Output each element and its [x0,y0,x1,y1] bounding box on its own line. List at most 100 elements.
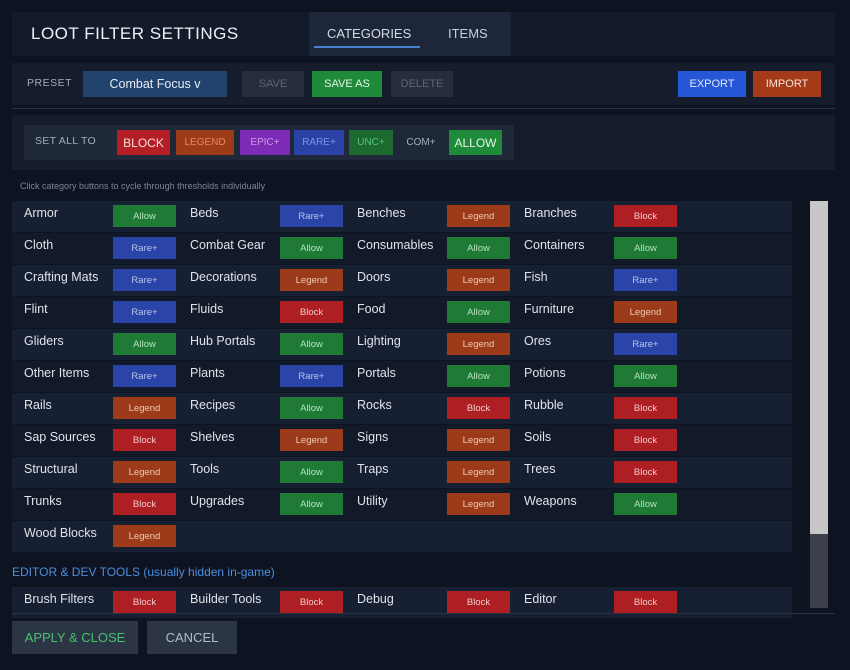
table-row: Flint Rare+ Fluids Block Food Allow Furniture L… [12,297,792,328]
category-threshold-rails[interactable]: Legend [113,397,176,419]
table-row: Trunks Block Upgrades Allow Utility Legend Wea… [12,489,792,520]
preset-dropdown[interactable]: Combat Focus v [83,71,227,97]
set-all-label: SET ALL TO [35,135,96,147]
category-label-sap-sources: Sap Sources [24,430,96,444]
category-threshold-ores[interactable]: Rare+ [614,333,677,355]
page-title: LOOT FILTER SETTINGS [31,24,239,43]
category-label-rails: Rails [24,398,52,412]
category-label-ores: Ores [524,334,552,348]
category-threshold-furniture[interactable]: Legend [614,301,677,323]
category-threshold-food[interactable]: Allow [447,301,510,323]
category-label-doors: Doors [357,270,391,284]
category-label-soils: Soils [524,430,552,444]
category-label-combat-gear: Combat Gear [190,238,266,252]
category-threshold-fish[interactable]: Rare+ [614,269,677,291]
table-row: Other Items Rare+ Plants Rare+ Portals Allow P… [12,361,792,392]
category-threshold-lighting[interactable]: Legend [447,333,510,355]
category-threshold-cloth[interactable]: Rare+ [113,237,176,259]
category-threshold-crafting-mats[interactable]: Rare+ [113,269,176,291]
category-threshold-portals[interactable]: Allow [447,365,510,387]
category-label-containers: Containers [524,238,585,252]
category-label-rocks: Rocks [357,398,392,412]
scrollbar-track[interactable] [810,201,828,608]
tab-categories[interactable]: CATEGORIES [327,26,412,41]
tab-items[interactable]: ITEMS [448,26,488,41]
category-label-armor: Armor [24,206,59,220]
category-threshold-weapons[interactable]: Allow [614,493,677,515]
category-threshold-trees[interactable]: Block [614,461,677,483]
divider [12,108,835,109]
category-threshold-soils[interactable]: Block [614,429,677,451]
category-label-builder-tools: Builder Tools [190,592,262,606]
category-threshold-containers[interactable]: Allow [614,237,677,259]
preset-bar: PRESET Combat Focus v SAVE SAVE AS DELET… [12,63,835,105]
category-label-consumables: Consumables [357,238,434,252]
dev-section-title: EDITOR & DEV TOOLS (usually hidden in-ga… [12,565,275,579]
table-row: Armor Allow Beds Rare+ Benches Legend Branches… [12,201,792,232]
save-button[interactable]: SAVE [242,71,304,97]
set-all-rare-button[interactable]: RARE+ [294,130,344,155]
category-threshold-decorations[interactable]: Legend [280,269,343,291]
category-threshold-other-items[interactable]: Rare+ [113,365,176,387]
category-label-fish: Fish [524,270,548,284]
category-label-furniture: Furniture [524,302,575,316]
category-threshold-sap-sources[interactable]: Block [113,429,176,451]
export-button[interactable]: EXPORT [678,71,746,97]
category-threshold-flint[interactable]: Rare+ [113,301,176,323]
category-threshold-doors[interactable]: Legend [447,269,510,291]
import-button[interactable]: IMPORT [753,71,821,97]
category-label-structural: Structural [24,462,78,476]
category-threshold-rocks[interactable]: Block [447,397,510,419]
set-all-allow-button[interactable]: ALLOW [449,130,502,155]
category-label-crafting-mats: Crafting Mats [24,270,99,284]
category-threshold-structural[interactable]: Legend [113,461,176,483]
set-all-block-button[interactable]: BLOCK [117,130,170,155]
category-threshold-trunks[interactable]: Block [113,493,176,515]
category-label-trunks: Trunks [24,494,62,508]
category-threshold-traps[interactable]: Legend [447,461,510,483]
category-threshold-editor[interactable]: Block [614,591,677,613]
category-threshold-combat-gear[interactable]: Allow [280,237,343,259]
set-all-panel: SET ALL TO BLOCK LEGEND EPIC+ RARE+ UNC+… [12,115,835,170]
category-threshold-consumables[interactable]: Allow [447,237,510,259]
category-threshold-fluids[interactable]: Block [280,301,343,323]
category-threshold-hub-portals[interactable]: Allow [280,333,343,355]
delete-button[interactable]: DELETE [391,71,453,97]
category-threshold-benches[interactable]: Legend [447,205,510,227]
category-threshold-rubble[interactable]: Block [614,397,677,419]
category-threshold-brush-filters[interactable]: Block [113,591,176,613]
category-threshold-potions[interactable]: Allow [614,365,677,387]
cancel-button[interactable]: CANCEL [147,621,237,654]
category-threshold-shelves[interactable]: Legend [280,429,343,451]
category-threshold-debug[interactable]: Block [447,591,510,613]
table-row: Cloth Rare+ Combat Gear Allow Consumables All… [12,233,792,264]
category-label-fluids: Fluids [190,302,224,316]
category-threshold-beds[interactable]: Rare+ [280,205,343,227]
category-threshold-plants[interactable]: Rare+ [280,365,343,387]
active-tab-indicator [314,46,420,48]
table-row: Gliders Allow Hub Portals Allow Lighting Lege… [12,329,792,360]
apply-close-button[interactable]: APPLY & CLOSE [12,621,138,654]
category-threshold-armor[interactable]: Allow [113,205,176,227]
set-all-uncommon-button[interactable]: UNC+ [349,130,393,155]
table-row: Sap Sources Block Shelves Legend Signs Legend… [12,425,792,456]
category-threshold-branches[interactable]: Block [614,205,677,227]
set-all-legend-button[interactable]: LEGEND [176,130,234,155]
category-label-brush-filters: Brush Filters [24,592,95,606]
save-as-button[interactable]: SAVE AS [312,71,382,97]
set-all-common-button[interactable]: COM+ [406,137,436,148]
category-threshold-recipes[interactable]: Allow [280,397,343,419]
category-threshold-signs[interactable]: Legend [447,429,510,451]
table-row: Rails Legend Recipes Allow Rocks Block Rubble B… [12,393,792,424]
preset-label: PRESET [27,77,73,89]
scrollbar-thumb[interactable] [810,201,828,534]
set-all-epic-button[interactable]: EPIC+ [240,130,290,155]
category-threshold-utility[interactable]: Legend [447,493,510,515]
category-threshold-builder-tools[interactable]: Block [280,591,343,613]
category-threshold-tools[interactable]: Allow [280,461,343,483]
category-threshold-upgrades[interactable]: Allow [280,493,343,515]
category-label-debug: Debug [357,592,394,606]
category-threshold-gliders[interactable]: Allow [113,333,176,355]
category-threshold-wood-blocks[interactable]: Legend [113,525,176,547]
category-label-potions: Potions [524,366,566,380]
